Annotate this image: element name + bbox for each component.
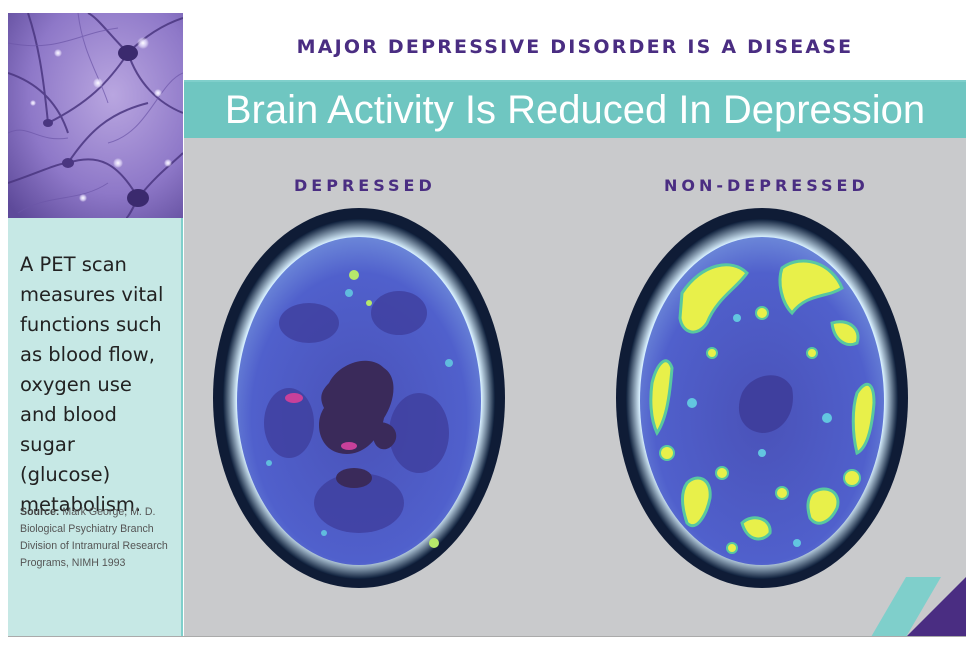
non-depressed-label: NON-DEPRESSED xyxy=(664,176,869,195)
source-line-2: Biological Psychiatry Branch xyxy=(20,523,154,535)
neuron-network-image xyxy=(8,13,183,218)
sidebar: A PET scan measures vital functions such… xyxy=(8,218,183,637)
non-depressed-brain-scan xyxy=(616,208,908,588)
depressed-brain-scan xyxy=(213,208,505,588)
bottom-divider xyxy=(8,636,966,637)
scan-comparison-panel: DEPRESSED NON-DEPRESSED xyxy=(184,138,966,637)
supertitle: MAJOR DEPRESSIVE DISORDER IS A DISEASE xyxy=(296,36,854,58)
title-top-divider xyxy=(184,80,966,82)
pet-scan-description: A PET scan measures vital functions such… xyxy=(20,253,164,516)
page-title-text: Brain Activity Is Reduced In Depression xyxy=(224,87,926,132)
source-line-4: Programs, NIMH 1993 xyxy=(20,557,126,569)
source-line-1: Mark George, M. D. xyxy=(62,506,156,518)
source-label: Source: xyxy=(20,506,60,518)
depressed-label: DEPRESSED xyxy=(294,176,436,195)
page-title: Brain Activity Is Reduced In Depression xyxy=(184,82,966,138)
source-line-3: Division of Intramural Research xyxy=(20,540,168,552)
corner-decoration xyxy=(871,577,966,637)
source-citation: Source: Mark George, M. D. Biological Ps… xyxy=(20,504,180,572)
